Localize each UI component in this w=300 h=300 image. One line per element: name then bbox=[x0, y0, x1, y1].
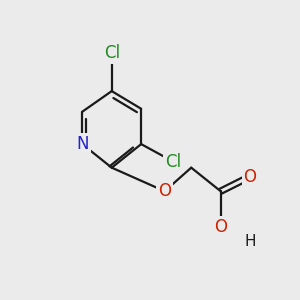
Text: Cl: Cl bbox=[104, 44, 120, 62]
Text: H: H bbox=[244, 234, 256, 249]
Text: O: O bbox=[214, 218, 227, 236]
Text: O: O bbox=[158, 182, 171, 200]
Text: N: N bbox=[76, 135, 88, 153]
Text: O: O bbox=[244, 167, 256, 185]
Text: Cl: Cl bbox=[166, 153, 182, 171]
